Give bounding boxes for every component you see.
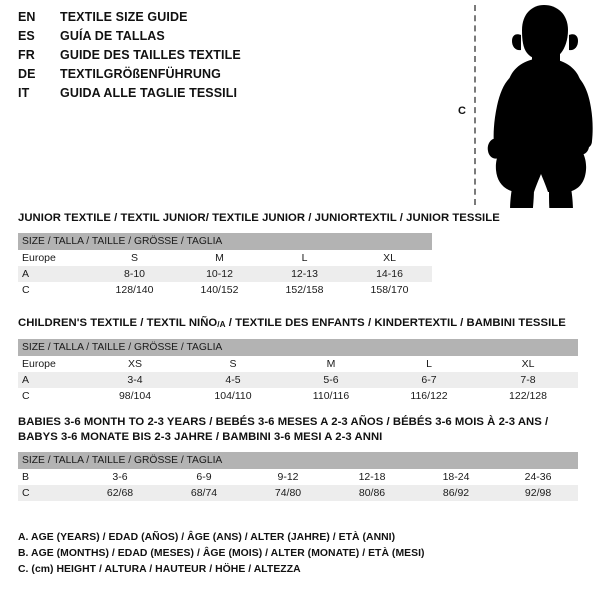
row-value: L [262, 250, 347, 266]
height-dashed-line [474, 5, 476, 205]
children-size-table: SIZE / TALLA / TAILLE / GRÖSSE / TAGLIA … [18, 339, 579, 404]
row-value: 116/122 [380, 388, 478, 404]
language-title: TEXTILGRÖßENFÜHRUNG [60, 67, 221, 81]
row-value: 3-6 [78, 469, 162, 485]
row-value: 6-7 [380, 372, 478, 388]
table-header-bar: SIZE / TALLA / TAILLE / GRÖSSE / TAGLIA [18, 339, 579, 356]
table-header-bar: SIZE / TALLA / TAILLE / GRÖSSE / TAGLIA [18, 233, 432, 250]
table-row: C 98/104 104/110 110/116 116/122 122/128 [18, 388, 579, 404]
height-measurement-figure: C [450, 0, 600, 212]
children-title-post: / TEXTILE DES ENFANTS / KINDERTEXTIL / B… [225, 317, 566, 329]
row-value: 5-6 [282, 372, 380, 388]
table-row: C 128/140 140/152 152/158 158/170 [18, 282, 432, 298]
language-code: ES [18, 29, 35, 43]
row-value: 86/92 [414, 485, 498, 501]
language-row-en: EN TEXTILE SIZE GUIDE [18, 10, 398, 29]
row-value: XL [478, 356, 579, 372]
language-row-de: DE TEXTILGRÖßENFÜHRUNG [18, 67, 398, 86]
row-label: C [18, 282, 92, 298]
table-row: C 62/68 68/74 74/80 80/86 86/92 92/98 [18, 485, 579, 501]
row-value: 152/158 [262, 282, 347, 298]
size-header-label: SIZE / TALLA / TAILLE / GRÖSSE / TAGLIA [18, 233, 432, 250]
size-header-label: SIZE / TALLA / TAILLE / GRÖSSE / TAGLIA [18, 339, 579, 356]
table-row: Europe XS S M L XL [18, 356, 579, 372]
row-value: 104/110 [184, 388, 282, 404]
row-value: M [282, 356, 380, 372]
size-header-label: SIZE / TALLA / TAILLE / GRÖSSE / TAGLIA [18, 452, 579, 469]
row-value: 74/80 [246, 485, 330, 501]
row-label: B [18, 469, 78, 485]
table-header-bar: SIZE / TALLA / TAILLE / GRÖSSE / TAGLIA [18, 452, 579, 469]
children-table-block: CHILDREN'S TEXTILE / TEXTIL NIÑO/A / TEX… [18, 316, 579, 404]
babies-table-title-line1: BABIES 3-6 MONTH TO 2-3 YEARS / BEBÉS 3-… [18, 416, 549, 428]
language-code: DE [18, 67, 36, 81]
language-title: GUÍA DE TALLAS [60, 29, 165, 43]
row-value: 92/98 [498, 485, 579, 501]
table-row: A 8-10 10-12 12-13 14-16 [18, 266, 432, 282]
legend-line-a: A. AGE (YEARS) / EDAD (AÑOS) / ÂGE (ANS)… [18, 532, 396, 543]
junior-size-table: SIZE / TALLA / TAILLE / GRÖSSE / TAGLIA … [18, 233, 432, 298]
row-value: 68/74 [162, 485, 246, 501]
row-value: XL [347, 250, 432, 266]
language-row-it: IT GUIDA ALLE TAGLIE TESSILI [18, 86, 398, 105]
row-value: 98/104 [86, 388, 184, 404]
row-value: L [380, 356, 478, 372]
row-value: 10-12 [177, 266, 262, 282]
row-value: 110/116 [282, 388, 380, 404]
row-label: C [18, 388, 86, 404]
row-value: 24-36 [498, 469, 579, 485]
row-value: 7-8 [478, 372, 579, 388]
language-code: IT [18, 86, 30, 100]
junior-table-title: JUNIOR TEXTILE / TEXTIL JUNIOR/ TEXTILE … [18, 212, 500, 224]
language-row-es: ES GUÍA DE TALLAS [18, 29, 398, 48]
height-measure-label: C [458, 105, 466, 117]
row-value: 12-18 [330, 469, 414, 485]
language-header: EN TEXTILE SIZE GUIDE ES GUÍA DE TALLAS … [18, 10, 398, 105]
language-code: FR [18, 48, 35, 62]
table-row: Europe S M L XL [18, 250, 432, 266]
toddler-silhouette-icon [487, 5, 593, 208]
row-value: 80/86 [330, 485, 414, 501]
row-value: S [184, 356, 282, 372]
babies-size-table: SIZE / TALLA / TAILLE / GRÖSSE / TAGLIA … [18, 452, 579, 501]
row-label: Europe [18, 356, 86, 372]
table-row: A 3-4 4-5 5-6 6-7 7-8 [18, 372, 579, 388]
row-value: M [177, 250, 262, 266]
row-value: 12-13 [262, 266, 347, 282]
row-value: 14-16 [347, 266, 432, 282]
legend-line-b: B. AGE (MONTHS) / EDAD (MESES) / ÂGE (MO… [18, 548, 425, 559]
language-title: GUIDA ALLE TAGLIE TESSILI [60, 86, 238, 100]
row-value: 9-12 [246, 469, 330, 485]
language-title: GUIDE DES TAILLES TEXTILE [60, 48, 241, 62]
row-value: S [92, 250, 177, 266]
row-value: 4-5 [184, 372, 282, 388]
row-value: 128/140 [92, 282, 177, 298]
row-value: 122/128 [478, 388, 579, 404]
junior-table-block: JUNIOR TEXTILE / TEXTIL JUNIOR/ TEXTILE … [18, 211, 500, 298]
row-value: 140/152 [177, 282, 262, 298]
babies-table-block: BABIES 3-6 MONTH TO 2-3 YEARS / BEBÉS 3-… [18, 415, 579, 501]
language-title: TEXTILE SIZE GUIDE [60, 10, 188, 24]
row-label: Europe [18, 250, 92, 266]
legend-line-c: C. (cm) HEIGHT / ALTURA / HAUTEUR / HÖHE… [18, 564, 301, 575]
row-value: 8-10 [92, 266, 177, 282]
row-value: 62/68 [78, 485, 162, 501]
row-label: C [18, 485, 78, 501]
children-table-title: CHILDREN'S TEXTILE / TEXTIL NIÑO/A / TEX… [18, 316, 578, 332]
language-row-fr: FR GUIDE DES TAILLES TEXTILE [18, 48, 398, 67]
children-title-subscript: /A [217, 320, 226, 329]
children-title-pre: CHILDREN'S TEXTILE / TEXTIL NIÑO [18, 317, 218, 329]
row-value: 18-24 [414, 469, 498, 485]
row-value: 158/170 [347, 282, 432, 298]
row-value: 3-4 [86, 372, 184, 388]
row-value: XS [86, 356, 184, 372]
table-row: B 3-6 6-9 9-12 12-18 18-24 24-36 [18, 469, 579, 485]
row-label: A [18, 266, 92, 282]
row-label: A [18, 372, 86, 388]
babies-table-title-line2: BABYS 3-6 MONATE BIS 2-3 JAHRE / BAMBINI… [18, 431, 383, 443]
legend-block: A. AGE (YEARS) / EDAD (AÑOS) / ÂGE (ANS)… [18, 530, 488, 578]
language-code: EN [18, 10, 36, 24]
row-value: 6-9 [162, 469, 246, 485]
